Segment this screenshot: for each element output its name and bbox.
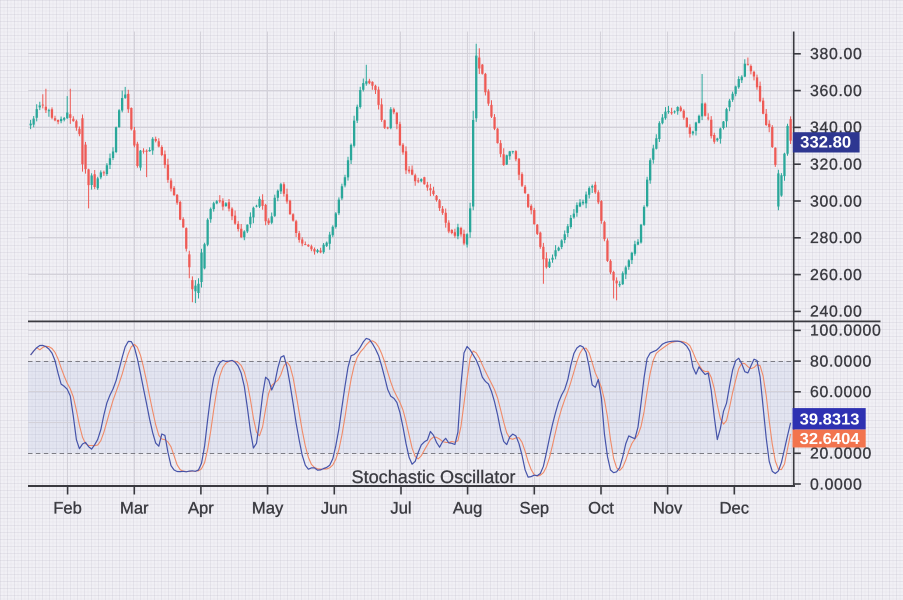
svg-text:Jun: Jun <box>321 499 348 518</box>
svg-text:32.6404: 32.6404 <box>800 431 860 448</box>
svg-text:0.0000: 0.0000 <box>810 476 863 493</box>
svg-text:Feb: Feb <box>53 499 82 518</box>
svg-text:Mar: Mar <box>120 499 149 518</box>
svg-text:332.80: 332.80 <box>800 134 851 152</box>
svg-text:Aug: Aug <box>453 499 483 518</box>
svg-text:Stochastic Oscillator: Stochastic Oscillator <box>352 467 516 487</box>
svg-text:Dec: Dec <box>720 499 750 518</box>
svg-text:240.00: 240.00 <box>810 304 863 321</box>
svg-text:Apr: Apr <box>188 499 214 518</box>
svg-text:20.0000: 20.0000 <box>810 446 872 463</box>
svg-text:380.00: 380.00 <box>810 46 863 63</box>
svg-text:Jul: Jul <box>390 499 411 518</box>
svg-text:300.00: 300.00 <box>810 193 863 210</box>
svg-text:Sep: Sep <box>520 499 550 518</box>
svg-text:39.8313: 39.8313 <box>800 411 860 428</box>
svg-text:100.0000: 100.0000 <box>810 323 882 340</box>
svg-text:260.00: 260.00 <box>810 267 863 284</box>
svg-text:Nov: Nov <box>653 499 683 518</box>
svg-text:360.00: 360.00 <box>810 83 863 100</box>
svg-text:320.00: 320.00 <box>810 157 863 174</box>
svg-text:280.00: 280.00 <box>810 230 863 247</box>
svg-text:May: May <box>252 499 284 518</box>
svg-text:Oct: Oct <box>588 499 614 518</box>
svg-text:80.0000: 80.0000 <box>810 353 872 370</box>
svg-text:60.0000: 60.0000 <box>810 384 872 401</box>
